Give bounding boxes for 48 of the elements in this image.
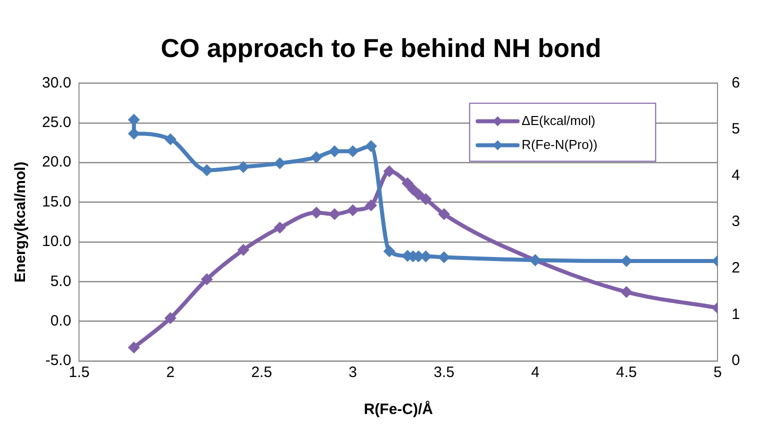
point — [346, 204, 359, 216]
point — [365, 199, 378, 212]
y-axis-title: Energy(kcal/mol) — [12, 162, 30, 283]
point — [164, 133, 176, 146]
y2-tick-label: 2 — [732, 260, 740, 277]
point — [420, 193, 432, 206]
x-tick-label: 1.5 — [68, 364, 90, 382]
point — [402, 177, 414, 190]
y-tick-label: 20.0 — [42, 154, 72, 171]
legend-label: ΔE(kcal/mol) — [522, 112, 596, 128]
point — [365, 140, 378, 152]
y2-tick-label: 5 — [732, 120, 740, 138]
x-axis-title: R(Fe-C)/Å — [364, 400, 434, 418]
y2-tick-label: 6 — [732, 74, 740, 92]
legend-label: R(Fe-N(Pro)) — [522, 136, 598, 152]
point — [274, 157, 286, 170]
y-tick-label: 30.0 — [42, 74, 72, 92]
point — [328, 208, 341, 220]
chart-title: CO approach to Fe behind NH bond — [160, 32, 602, 63]
y-tick-label: 5.0 — [50, 272, 72, 290]
point — [274, 222, 286, 234]
point — [310, 151, 322, 164]
y-tick-label: 10.0 — [42, 233, 72, 250]
y2-tick-label: 1 — [732, 306, 740, 323]
x-tick-label: 4 — [531, 364, 540, 382]
point — [620, 286, 632, 298]
point — [310, 206, 322, 219]
x-tick-label: 2 — [166, 364, 175, 382]
x-tick-label: 3.5 — [434, 364, 454, 382]
x-tick-label: 2.5 — [251, 364, 272, 382]
y-tick-label: -5.0 — [45, 352, 72, 370]
point — [438, 208, 450, 220]
x-tick-label: 5 — [713, 364, 722, 382]
y-tick-label: 0.0 — [50, 312, 72, 330]
x-tick-label: 3 — [348, 364, 357, 382]
y2-tick-label: 4 — [732, 166, 740, 184]
y2-tick-label: 0 — [732, 352, 740, 370]
x-tick-label: 4.5 — [616, 364, 637, 382]
point — [383, 165, 396, 178]
point — [164, 312, 176, 324]
point — [128, 342, 140, 354]
point — [383, 245, 396, 258]
point — [200, 273, 213, 286]
y2-tick-label: 3 — [732, 213, 740, 230]
y-tick-label: 15.0 — [42, 193, 72, 210]
point — [237, 244, 250, 256]
point — [412, 188, 424, 200]
y-tick-label: 25.0 — [42, 114, 72, 132]
